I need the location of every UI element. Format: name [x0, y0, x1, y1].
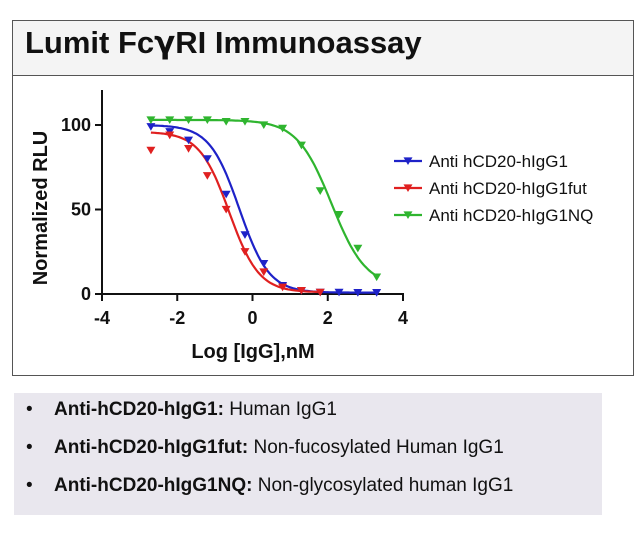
definition-term: Anti-hCD20-hIgG1NQ: [54, 475, 253, 496]
title-greek: γ [154, 25, 176, 61]
legend-marker [403, 184, 413, 193]
definition-desc: Human IgG1 [223, 399, 337, 420]
x-tick-label: 2 [323, 308, 333, 328]
data-point-marker [202, 172, 212, 180]
chart-title: Lumit FcγRI Immunoassay [25, 25, 422, 61]
definition-desc: Non-glycosylated human IgG1 [252, 475, 514, 496]
data-point-marker [296, 141, 306, 150]
chart-markers [146, 116, 382, 297]
data-point-marker [240, 248, 250, 256]
legend-marker [403, 157, 413, 166]
definition-term: Anti-hCD20-hIgG1: [54, 399, 224, 420]
definition-row: • Anti-hCD20-hIgG1fut: Non-fucosylated Hu… [26, 437, 504, 459]
bullet: • [26, 399, 33, 420]
legend-label: Anti hCD20-hIgG1NQ [429, 206, 593, 225]
y-tick-label: 0 [81, 284, 91, 304]
data-point-marker [202, 155, 212, 163]
title-prefix: Lumit Fc [25, 25, 155, 60]
definition-desc: Non-fucosylated Human IgG1 [248, 437, 504, 458]
data-point-marker [334, 288, 344, 297]
data-point-marker [184, 145, 194, 153]
data-point-marker [184, 116, 194, 124]
chart-legend: Anti hCD20-hIgG1 Anti hCD20-hIgG1fut Anti … [394, 152, 593, 225]
data-point-marker [221, 190, 231, 199]
data-point-marker [240, 118, 250, 126]
data-point-marker [372, 273, 382, 282]
legend-label: Anti hCD20-hIgG1 [429, 152, 568, 171]
y-tick-label: 100 [61, 115, 91, 135]
series-curve [150, 118, 378, 277]
data-point-marker [372, 289, 382, 297]
y-axis-label: Normalized RLU [30, 131, 52, 285]
data-point-marker [259, 259, 269, 268]
x-tick-label: 4 [398, 308, 408, 328]
series-curve [150, 131, 321, 294]
x-axis-label: Log [IgG],nM [191, 341, 314, 363]
data-point-marker [353, 244, 363, 253]
definition-row: • Anti-hCD20-hIgG1NQ: Non-glycosylated hu… [26, 475, 513, 497]
y-tick-label: 50 [71, 200, 91, 220]
bullet: • [26, 475, 33, 496]
data-point-marker [296, 287, 306, 295]
data-point-marker [184, 136, 194, 145]
legend-marker [403, 211, 413, 220]
data-point-marker [165, 116, 175, 124]
data-point-marker [146, 146, 156, 155]
data-point-marker [221, 205, 231, 214]
data-point-marker [259, 121, 269, 130]
data-point-marker [278, 283, 288, 292]
data-point-marker [315, 288, 325, 297]
title-box: Lumit FcγRI Immunoassay [12, 20, 634, 76]
data-point-marker [146, 123, 156, 131]
x-tick-label: 0 [247, 308, 257, 328]
data-point-marker [221, 118, 231, 126]
legend-label: Anti hCD20-hIgG1fut [429, 179, 587, 198]
data-point-marker [315, 187, 325, 195]
data-point-marker [278, 124, 288, 133]
definitions-box: • Anti-hCD20-hIgG1: Human IgG1 • Anti-hCD2… [14, 393, 602, 515]
x-tick-label: -2 [169, 308, 185, 328]
definition-row: • Anti-hCD20-hIgG1: Human IgG1 [26, 399, 337, 421]
data-point-marker [240, 231, 250, 239]
data-point-marker [259, 268, 269, 277]
bullet: • [26, 437, 33, 458]
x-tick-label: -4 [94, 308, 110, 328]
data-point-marker [165, 131, 175, 140]
chart-axes: -4 -2 0 2 4 0 50 100 [61, 90, 408, 328]
definition-term: Anti-hCD20-hIgG1fut: [54, 437, 249, 458]
data-point-marker [202, 116, 212, 124]
data-point-marker [334, 210, 344, 219]
data-point-marker [353, 289, 363, 297]
data-point-marker [146, 116, 156, 124]
chart-panel [12, 20, 634, 376]
title-suffix: RI Immunoassay [175, 25, 422, 60]
